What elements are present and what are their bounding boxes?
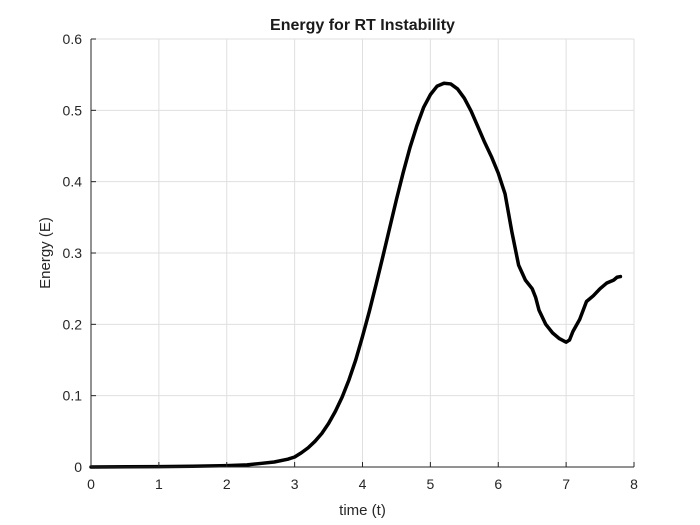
y-axis-label: Energy (E) bbox=[37, 217, 54, 289]
x-tick-label-3: 3 bbox=[291, 476, 299, 492]
x-tick-label-5: 5 bbox=[426, 476, 434, 492]
y-tick-label-2: 0.2 bbox=[63, 316, 83, 332]
x-tick-label-0: 0 bbox=[87, 476, 95, 492]
y-tick-label-5: 0.5 bbox=[63, 102, 83, 118]
x-tick-label-6: 6 bbox=[494, 476, 502, 492]
x-tick-label-1: 1 bbox=[155, 476, 163, 492]
x-tick-label-2: 2 bbox=[223, 476, 231, 492]
y-tick-label-6: 0.6 bbox=[63, 31, 83, 47]
plot-area: 0 1 2 3 4 5 6 7 8 0 0.1 0.2 0.3 0.4 0.5 0.6 bbox=[63, 31, 639, 492]
y-tick-label-3: 0.3 bbox=[63, 245, 83, 261]
series-line-0 bbox=[89, 81, 623, 469]
y-tick-label-1: 0.1 bbox=[63, 388, 83, 404]
x-tick-label-7: 7 bbox=[562, 476, 570, 492]
chart-title: Energy for RT Instability bbox=[270, 17, 455, 34]
x-tick-label-4: 4 bbox=[359, 476, 367, 492]
x-tick-label-8: 8 bbox=[630, 476, 638, 492]
x-axis-label: time (t) bbox=[339, 502, 386, 519]
y-tick-label-0: 0 bbox=[74, 459, 82, 475]
y-tick-label-4: 0.4 bbox=[63, 174, 83, 190]
